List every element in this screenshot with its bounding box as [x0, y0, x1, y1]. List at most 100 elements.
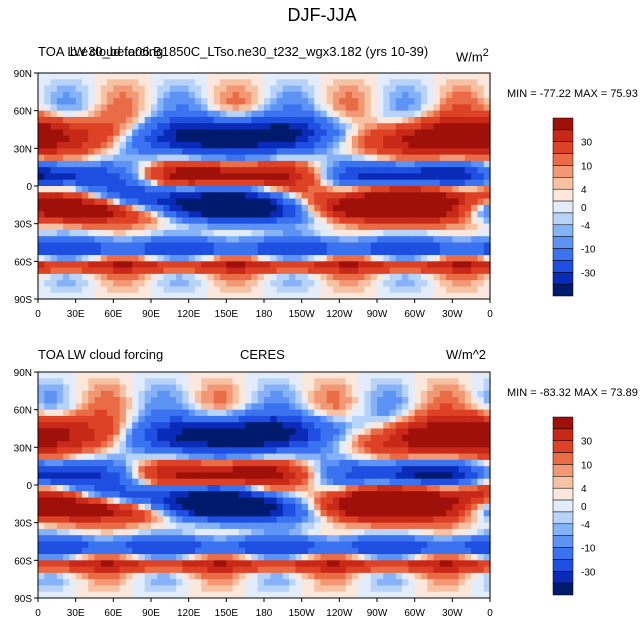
- map-cell: [408, 155, 415, 162]
- map-cell: [383, 98, 390, 105]
- map-cell: [176, 211, 183, 218]
- map-cell: [289, 280, 296, 287]
- map-cell: [346, 192, 353, 199]
- map-cell: [132, 180, 139, 187]
- map-cell: [239, 535, 246, 542]
- map-cell: [101, 192, 108, 199]
- map-cell: [208, 92, 215, 99]
- map-cell: [151, 280, 158, 287]
- map-cell: [459, 73, 466, 80]
- map-cell: [396, 186, 403, 193]
- map-cell: [214, 186, 221, 193]
- map-cell: [38, 186, 45, 193]
- map-cell: [189, 161, 196, 168]
- map-cell: [471, 385, 478, 392]
- map-cell: [145, 186, 152, 193]
- map-cell: [182, 454, 189, 461]
- map-cell: [302, 192, 309, 199]
- map-cell: [176, 117, 183, 124]
- map-cell: [383, 217, 390, 224]
- map-cell: [201, 429, 208, 436]
- map-cell: [95, 447, 102, 454]
- map-cell: [57, 416, 64, 423]
- map-cell: [51, 554, 58, 561]
- map-cell: [390, 403, 397, 410]
- map-cell: [402, 454, 409, 461]
- map-cell: [396, 454, 403, 461]
- map-cell: [289, 180, 296, 187]
- map-cell: [333, 460, 340, 467]
- map-cell: [214, 274, 221, 281]
- map-cell: [239, 73, 246, 80]
- map-cell: [113, 529, 120, 536]
- map-cell: [69, 173, 76, 180]
- map-cell: [383, 268, 390, 275]
- map-cell: [440, 255, 447, 262]
- map-cell: [421, 136, 428, 143]
- map-cell: [283, 261, 290, 268]
- map-cell: [233, 441, 240, 448]
- map-cell: [289, 236, 296, 243]
- map-cell: [157, 224, 164, 231]
- map-cell: [314, 554, 321, 561]
- map-cell: [440, 211, 447, 218]
- map-cell: [277, 378, 284, 385]
- map-cell: [471, 378, 478, 385]
- map-cell: [214, 280, 221, 287]
- map-cell: [371, 567, 378, 574]
- map-cell: [408, 460, 415, 467]
- map-cell: [471, 217, 478, 224]
- map-cell: [189, 567, 196, 574]
- map-cell: [277, 447, 284, 454]
- map-cell: [427, 173, 434, 180]
- map-cell: [283, 510, 290, 517]
- map-cell: [302, 142, 309, 149]
- map-cell: [452, 491, 459, 498]
- map-cell: [251, 211, 258, 218]
- map-cell: [459, 516, 466, 523]
- map-cell: [201, 529, 208, 536]
- map-cell: [208, 479, 215, 486]
- map-cell: [138, 268, 145, 275]
- map-cell: [113, 466, 120, 473]
- map-cell: [402, 268, 409, 275]
- colorbar-cell: [553, 272, 573, 284]
- map-cell: [208, 192, 215, 199]
- map-cell: [270, 422, 277, 429]
- map-cell: [358, 92, 365, 99]
- map-cell: [138, 441, 145, 448]
- map-cell: [170, 268, 177, 275]
- map-cell: [452, 161, 459, 168]
- map-cell: [314, 243, 321, 250]
- map-cell: [364, 236, 371, 243]
- map-cell: [333, 136, 340, 143]
- map-cell: [63, 142, 70, 149]
- map-cell: [69, 199, 76, 206]
- map-cell: [390, 416, 397, 423]
- map-cell: [113, 286, 120, 293]
- map-cell: [421, 243, 428, 250]
- map-cell: [126, 111, 133, 118]
- map-cell: [107, 510, 114, 517]
- map-cell: [471, 92, 478, 99]
- map-cell: [440, 86, 447, 93]
- map-cell: [226, 397, 233, 404]
- map-cell: [44, 466, 51, 473]
- map-cell: [452, 199, 459, 206]
- map-cell: [302, 416, 309, 423]
- map-cell: [132, 535, 139, 542]
- map-cell: [76, 447, 83, 454]
- map-cell: [132, 504, 139, 511]
- map-cell: [76, 211, 83, 218]
- map-cell: [57, 535, 64, 542]
- map-cell: [302, 261, 309, 268]
- map-cell: [101, 205, 108, 212]
- map-cell: [201, 142, 208, 149]
- map-cell: [214, 236, 221, 243]
- map-cell: [233, 491, 240, 498]
- map-cell: [76, 155, 83, 162]
- map-cell: [358, 466, 365, 473]
- map-cell: [333, 86, 340, 93]
- map-cell: [195, 255, 202, 262]
- map-cell: [195, 391, 202, 398]
